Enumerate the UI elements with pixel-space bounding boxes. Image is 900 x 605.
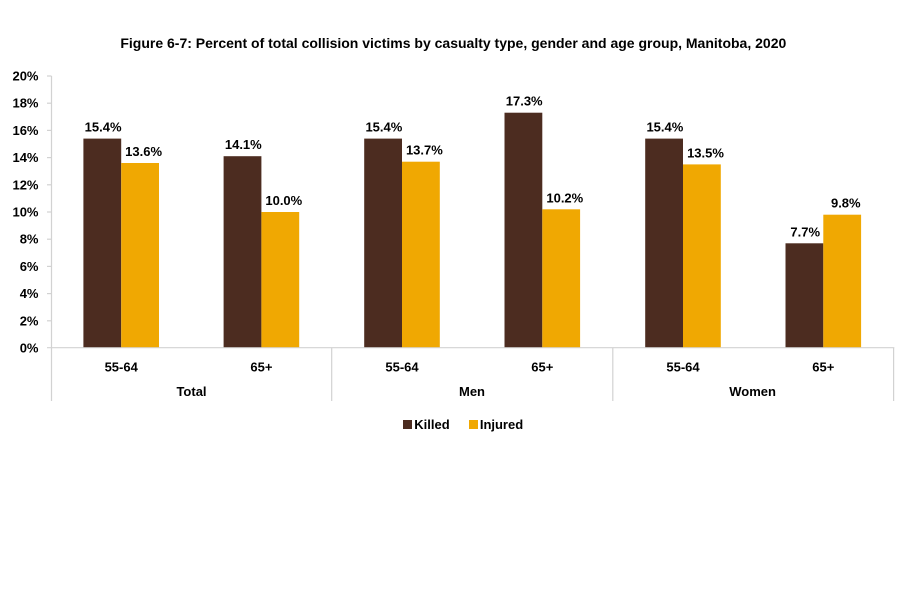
svg-text:20%: 20% [12, 69, 38, 84]
svg-text:13.5%: 13.5% [687, 145, 724, 160]
svg-text:10.2%: 10.2% [546, 190, 583, 205]
svg-text:55-64: 55-64 [105, 359, 139, 374]
svg-text:65+: 65+ [812, 359, 834, 374]
svg-text:8%: 8% [20, 232, 39, 247]
svg-text:Women: Women [729, 384, 776, 399]
svg-text:65+: 65+ [250, 359, 272, 374]
svg-text:Killed: Killed [414, 417, 449, 432]
svg-text:16%: 16% [12, 123, 38, 138]
svg-text:17.3%: 17.3% [506, 94, 543, 109]
svg-text:55-64: 55-64 [666, 359, 700, 374]
svg-text:55-64: 55-64 [385, 359, 419, 374]
svg-text:Injured: Injured [480, 417, 523, 432]
svg-text:13.7%: 13.7% [406, 143, 443, 158]
svg-text:15.4%: 15.4% [85, 120, 122, 135]
svg-text:Total: Total [176, 384, 206, 399]
svg-text:0%: 0% [20, 341, 39, 356]
svg-text:18%: 18% [12, 96, 38, 111]
svg-text:6%: 6% [20, 259, 39, 274]
svg-text:Men: Men [459, 384, 485, 399]
svg-text:13.6%: 13.6% [125, 144, 162, 159]
svg-text:10.0%: 10.0% [265, 193, 302, 208]
svg-text:15.4%: 15.4% [646, 120, 683, 135]
svg-text:9.8%: 9.8% [831, 196, 861, 211]
svg-text:10%: 10% [12, 205, 38, 220]
svg-text:Figure 6-7: Percent of total c: Figure 6-7: Percent of total collision v… [120, 35, 786, 51]
svg-text:65+: 65+ [531, 359, 553, 374]
svg-text:4%: 4% [20, 286, 39, 301]
svg-text:7.7%: 7.7% [790, 224, 820, 239]
svg-text:12%: 12% [12, 177, 38, 192]
svg-text:2%: 2% [20, 313, 39, 328]
svg-text:15.4%: 15.4% [365, 120, 402, 135]
svg-text:14%: 14% [12, 150, 38, 165]
svg-text:14.1%: 14.1% [225, 137, 262, 152]
